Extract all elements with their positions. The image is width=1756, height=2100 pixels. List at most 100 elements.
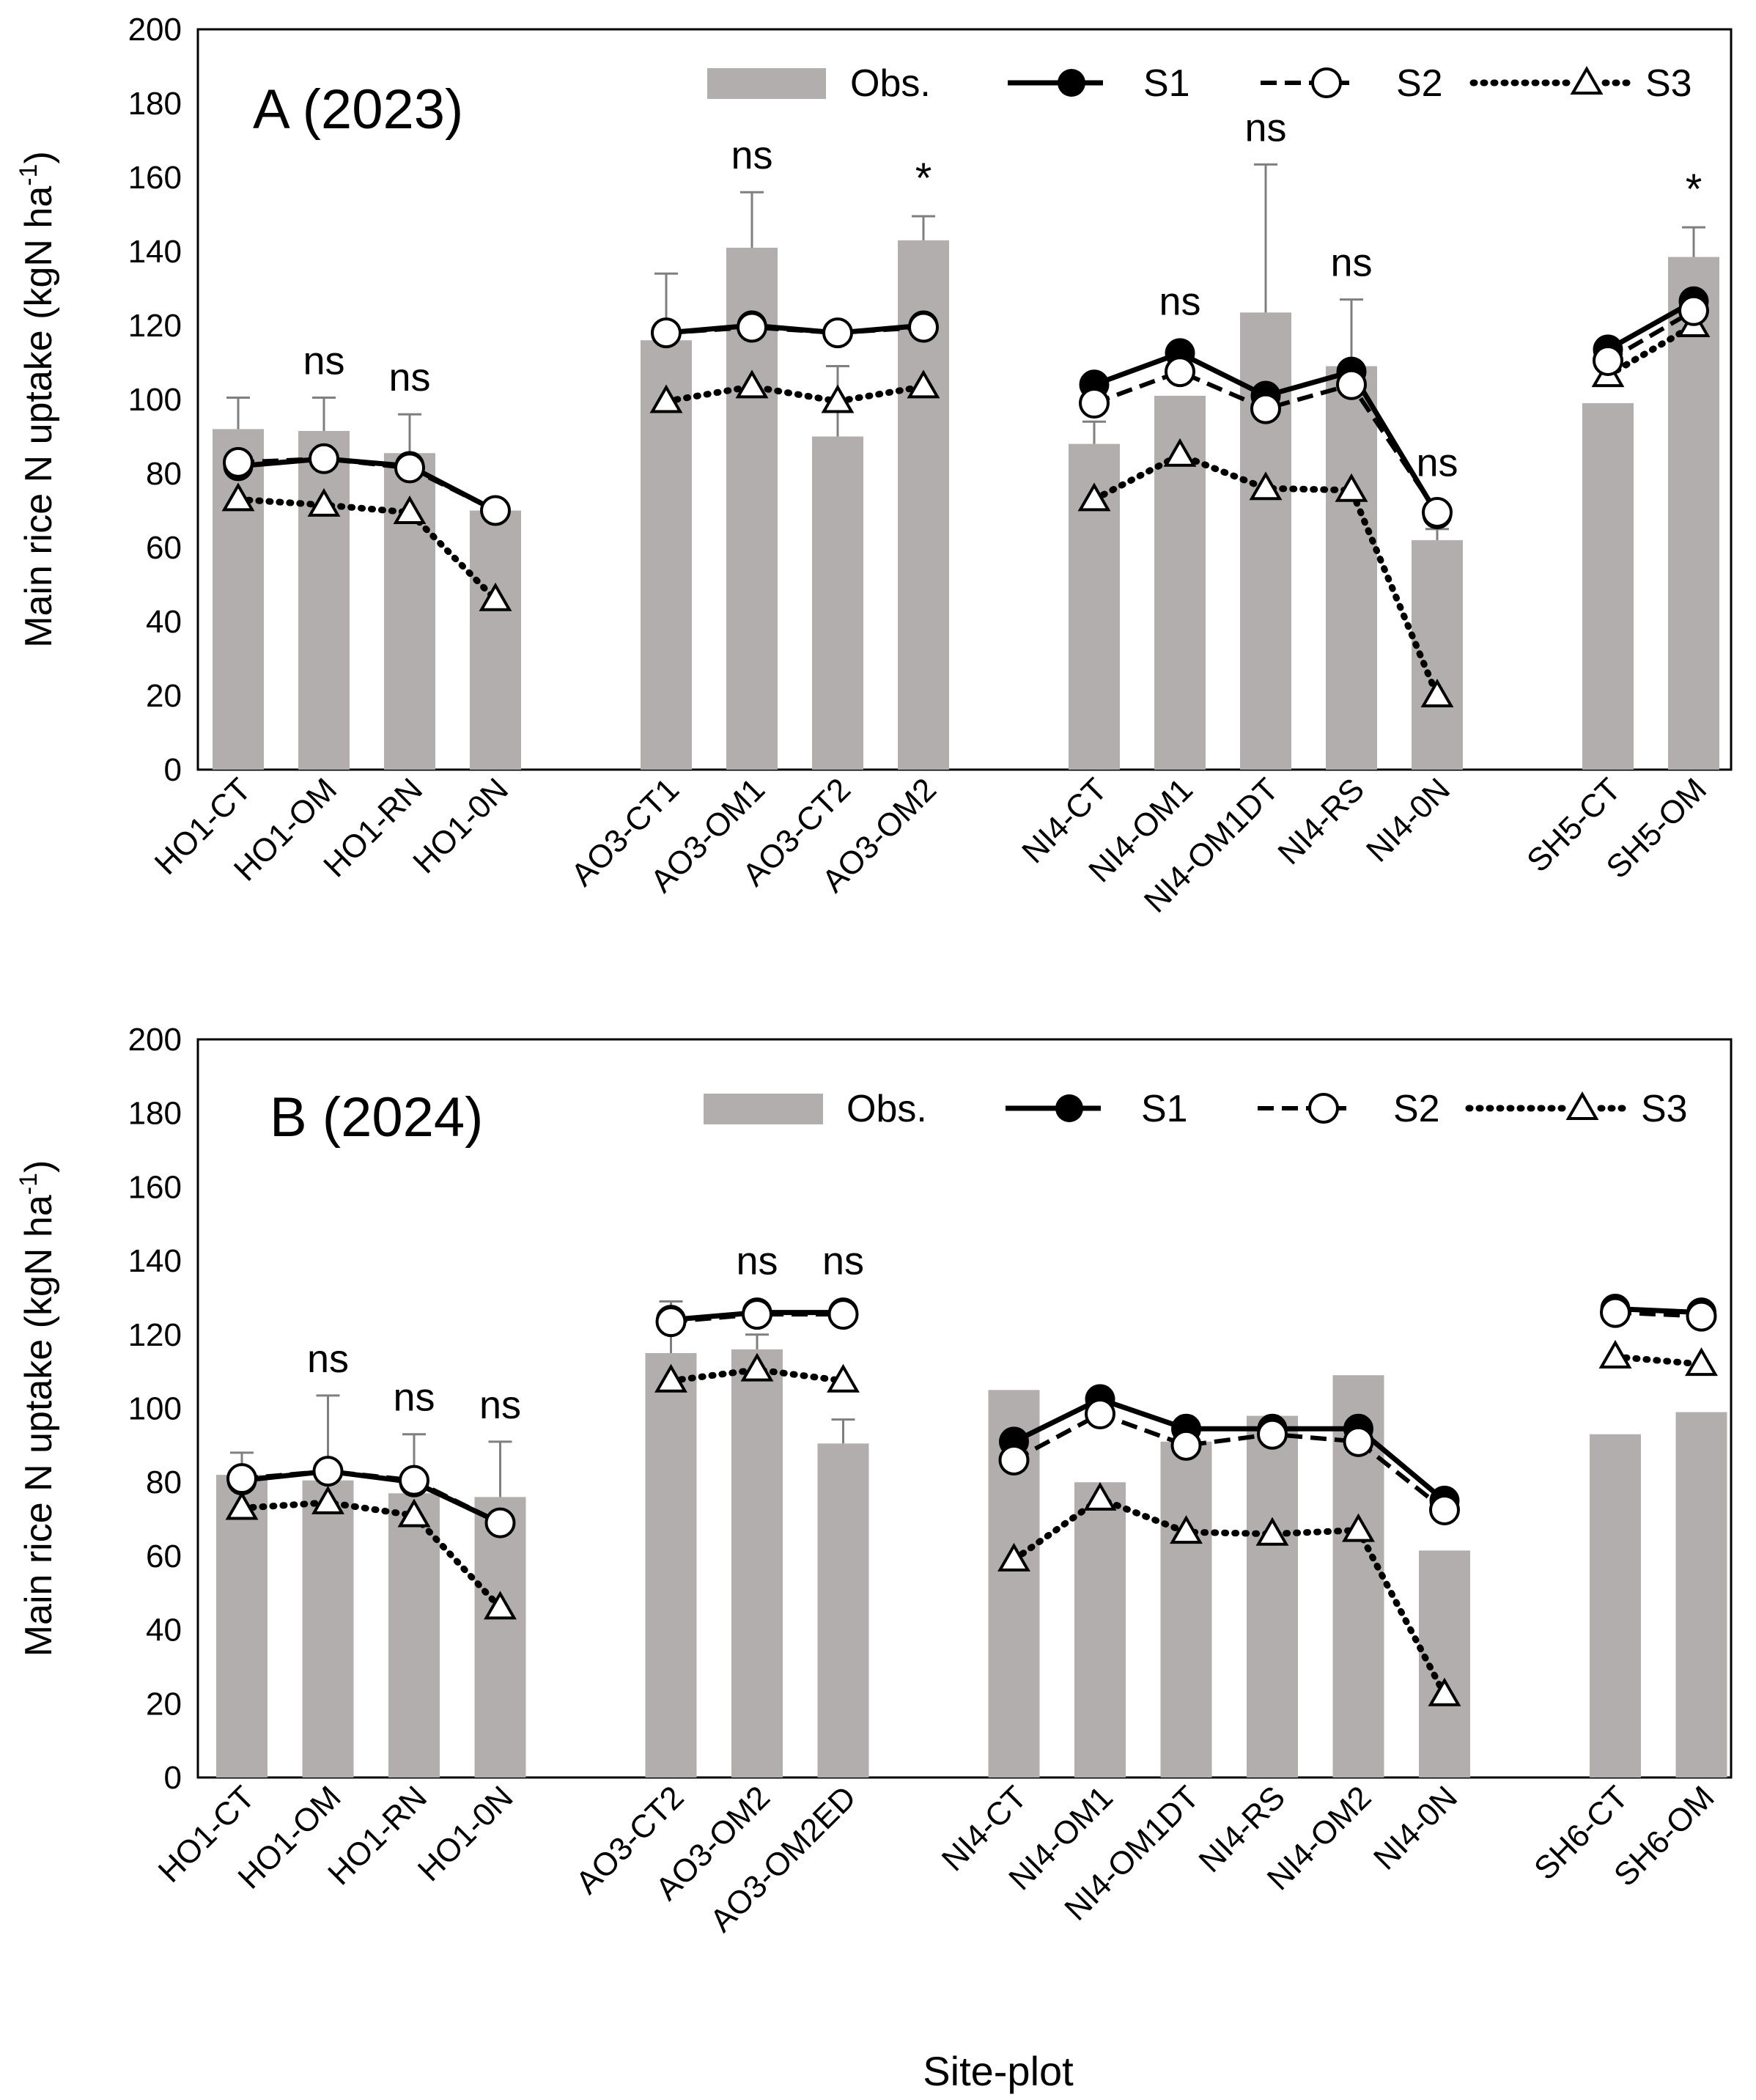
marker-s2	[394, 452, 425, 484]
bar-obs	[388, 1493, 440, 1777]
x-tick-label: HO1-0N	[406, 771, 515, 880]
y-tick-label: 120	[128, 308, 182, 344]
marker-s3	[827, 1363, 860, 1393]
marker-s2	[1600, 1297, 1631, 1328]
marker-s3	[1598, 1340, 1632, 1369]
y-tick-label: 180	[128, 86, 182, 122]
marker-s2	[480, 495, 511, 526]
marker-s3	[311, 1485, 344, 1514]
marker-s2	[1079, 388, 1110, 419]
legend-marker-s2	[1308, 1093, 1339, 1124]
series-line-s2	[665, 325, 924, 336]
marker-s3	[479, 582, 512, 611]
y-tick-label: 180	[128, 1096, 182, 1132]
significance-label: *	[1686, 166, 1702, 213]
y-tick-label: 60	[146, 1539, 182, 1574]
legend-label-s3: S3	[1645, 62, 1692, 105]
marker-s3	[907, 369, 940, 399]
significance-label: ns	[1244, 106, 1286, 150]
y-tick-label: 200	[128, 1022, 182, 1058]
marker-s3	[997, 1542, 1030, 1572]
marker-s3	[1170, 1515, 1203, 1544]
marker-s3	[225, 1491, 259, 1520]
series-line-s2	[237, 456, 497, 513]
series-line-s3	[1612, 1353, 1705, 1368]
legend-label-s3: S3	[1641, 1088, 1688, 1130]
legend-marker-s1	[1058, 69, 1085, 97]
x-tick-label: NI4-0N	[1360, 771, 1457, 869]
significance-label: ns	[1416, 441, 1458, 485]
legend-label-obs: Obs.	[846, 1088, 927, 1130]
legend-swatch-obs	[704, 1094, 823, 1124]
significance-label: ns	[731, 133, 772, 177]
marker-s2	[651, 317, 682, 349]
marker-s3	[1255, 1517, 1289, 1546]
y-tick-label: 80	[146, 1465, 182, 1500]
marker-s3	[1420, 678, 1454, 707]
y-tick-label: 80	[146, 456, 182, 492]
bar-obs	[302, 1480, 354, 1777]
marker-s2	[226, 1463, 257, 1495]
marker-s2	[1343, 1426, 1374, 1457]
bar-obs	[1326, 366, 1377, 770]
panel-a: 0 20 40 60 80 100 120 140 160 180 200 Main rice N u…	[15, 12, 1733, 920]
marker-s2	[1165, 356, 1195, 388]
marker-s3	[307, 487, 341, 517]
bar-obs	[812, 436, 863, 770]
x-tick-label: HO1-0N	[411, 1779, 520, 1888]
bar-obs	[731, 1349, 783, 1777]
legend-label-obs: Obs.	[850, 62, 931, 105]
legend-marker-s2	[1311, 67, 1342, 98]
legend-label-s2: S2	[1393, 1088, 1440, 1130]
marker-s2	[1336, 369, 1367, 400]
significance-label: ns	[307, 1337, 349, 1381]
marker-s2	[1085, 1399, 1115, 1430]
y-tick-label: 120	[128, 1317, 182, 1353]
marker-s3	[1077, 482, 1111, 512]
marker-s2	[309, 443, 339, 474]
significance-label: ns	[736, 1239, 778, 1283]
marker-s2	[1170, 1429, 1202, 1461]
marker-s3	[649, 384, 683, 413]
bar-obs	[1074, 1482, 1126, 1777]
marker-s3	[397, 1498, 431, 1528]
x-axis-label: Site-plot	[923, 2048, 1074, 2094]
y-tick-label: 100	[128, 382, 182, 418]
marker-s2	[737, 312, 767, 343]
y-tick-label: 140	[128, 234, 182, 270]
bar-obs	[645, 1352, 697, 1777]
y-tick-label: 40	[146, 1613, 182, 1648]
legend-label-s1: S1	[1143, 62, 1190, 105]
x-tick-label: NI4-0N	[1367, 1779, 1464, 1876]
marker-s2	[484, 1507, 516, 1539]
bar-obs	[474, 1497, 526, 1777]
plot-area	[196, 1038, 1733, 1779]
marker-s3	[740, 1352, 774, 1382]
series-line-s3	[238, 1499, 503, 1611]
marker-s3	[821, 384, 855, 413]
bar-obs	[1675, 1412, 1727, 1777]
legend-marker-s3	[1565, 1091, 1599, 1120]
legend-label-s1: S1	[1141, 1088, 1188, 1130]
bar-obs	[470, 510, 521, 770]
marker-s3	[1163, 438, 1197, 467]
marker-s3	[1428, 1677, 1461, 1706]
marker-s3	[484, 1591, 517, 1620]
y-tick-label: 200	[128, 12, 182, 48]
marker-s2	[1686, 1300, 1717, 1332]
marker-s3	[221, 482, 255, 512]
marker-s2	[312, 1456, 344, 1487]
significance-label: ns	[1159, 280, 1200, 324]
legend-label-s2: S2	[1396, 62, 1443, 105]
bar-obs	[1590, 1434, 1641, 1777]
marker-s2	[908, 312, 939, 343]
significance-label: ns	[822, 1239, 864, 1283]
series-line-s3	[235, 495, 499, 603]
marker-s2	[1429, 1494, 1460, 1525]
marker-s2	[1257, 1418, 1288, 1450]
marker-s2	[998, 1444, 1030, 1475]
marker-s3	[393, 495, 427, 525]
legend-marker-s1	[1055, 1094, 1083, 1122]
y-tick-label: 0	[164, 752, 182, 788]
